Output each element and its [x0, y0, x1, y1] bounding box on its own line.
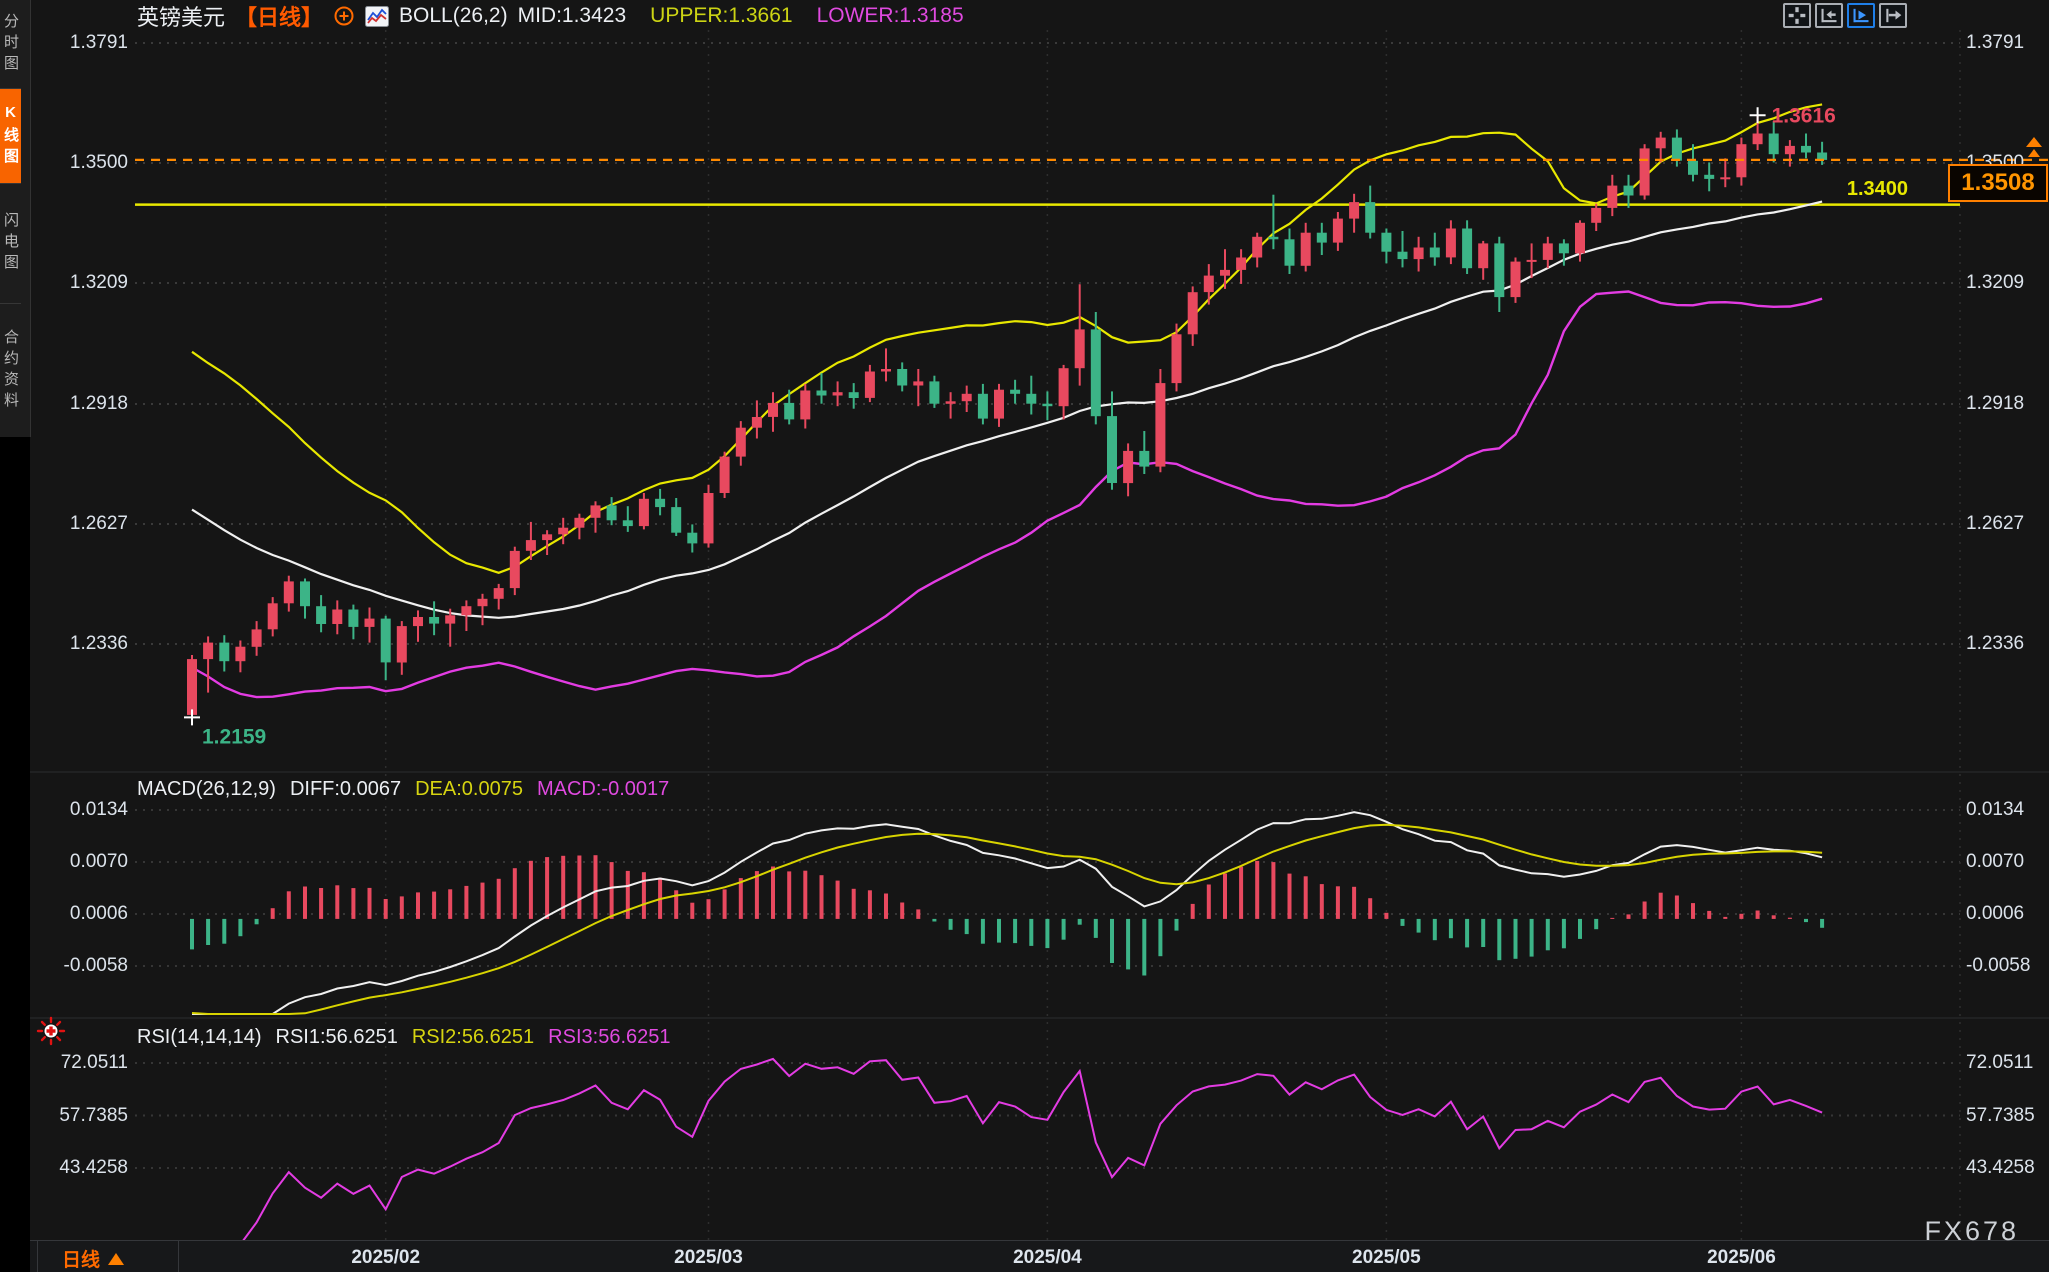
boll-mid-value: MID:1.3423: [517, 4, 627, 27]
price-axis-label: 1.2336: [69, 633, 128, 654]
rsi-axis-label: 43.4258: [59, 1157, 128, 1178]
axis-play-icon: [1851, 7, 1871, 24]
bottom-axis-bar: [30, 1240, 2049, 1272]
boll-indicator-title: BOLL(26,2): [399, 4, 508, 27]
macd-axis-label: -0.0058: [1966, 955, 2031, 976]
rsi-header: RSI(14,14,14) RSI1:56.6251 RSI2:56.6251 …: [137, 1026, 671, 1049]
rsi-axis-label: 72.0511: [1966, 1052, 2034, 1073]
toolbar-button-pan-right[interactable]: [1879, 3, 1907, 28]
price-axis-label: 1.2627: [69, 513, 128, 534]
macd-hist-value: MACD:-0.0017: [536, 778, 670, 800]
rsi-axis-label: 57.7385: [59, 1104, 128, 1126]
sidebar-item-label: 合约资料: [2, 328, 19, 413]
toolbar-button-axis-range[interactable]: [1815, 3, 1843, 28]
macd-diff-value: DIFF:0.0067: [289, 778, 402, 800]
period-dropdown-arrow-icon: [108, 1252, 125, 1265]
date-label: 2025/06: [1707, 1247, 1776, 1268]
rsi1-value: RSI1:56.6251: [275, 1026, 398, 1048]
macd-axis-label: 0.0006: [1966, 903, 2025, 924]
price-axis-label: 1.3500: [69, 152, 128, 173]
price-axis-label: 1.2627: [1966, 513, 2025, 534]
sidebar-item-lightning-chart[interactable]: 闪电图: [0, 184, 21, 304]
divider: [37, 1241, 38, 1272]
date-label: 2025/03: [674, 1247, 743, 1268]
macd-header: MACD(26,12,9) DIFF:0.0067 DEA:0.0075 MAC…: [137, 778, 669, 801]
sidebar-item-time-chart[interactable]: 分时图: [0, 0, 21, 89]
macd-axis-label: 0.0070: [69, 851, 128, 872]
macd-axis-label: -0.0058: [63, 955, 128, 976]
date-label: 2025/04: [1013, 1247, 1082, 1268]
horizontal-line-price-label: 1.3400: [1846, 178, 1908, 200]
price-axis-label: 1.3209: [69, 272, 128, 293]
sidebar-item-label: K线图: [2, 103, 19, 169]
date-label: 2025/02: [351, 1247, 421, 1268]
pan-right-icon: [1883, 7, 1903, 24]
sidebar-item-kline-chart[interactable]: K线图: [0, 89, 21, 184]
crosshair-move-icon: [1787, 7, 1807, 24]
macd-axis-label: 0.0134: [1966, 799, 2025, 820]
sidebar-item-label: 闪电图: [2, 212, 19, 275]
add-indicator-icon[interactable]: [333, 5, 355, 27]
price-pointer-arrows-icon[interactable]: [2024, 136, 2044, 165]
rsi-axis-label: 57.7385: [1966, 1104, 2035, 1126]
price-axis-label: 1.3791: [69, 32, 128, 53]
macd-title: MACD(26,12,9): [137, 778, 276, 800]
sidebar-item-label: 分时图: [2, 12, 19, 76]
macd-dea-value: DEA:0.0075: [415, 778, 523, 800]
macd-axis-label: 0.0070: [1966, 851, 2025, 872]
boll-lower-value: LOWER:1.3185: [816, 4, 964, 27]
date-label: 2025/05: [1352, 1247, 1421, 1268]
sidebar: 分时图 K线图 闪电图 合约资料: [0, 0, 31, 437]
watermark: FX678: [1924, 1216, 2019, 1246]
toolbar: [1783, 3, 1907, 28]
sidebar-item-contract-info[interactable]: 合约资料: [0, 304, 21, 437]
period-label: 日线: [62, 1250, 101, 1271]
svg-text:1.3616: 1.3616: [1772, 104, 1836, 127]
price-axis-label: 1.3791: [1966, 32, 2025, 53]
rsi-axis-label: 72.0511: [60, 1052, 128, 1073]
period-tag: 【日线】: [235, 5, 324, 30]
price-axis-label: 1.3209: [1966, 272, 2025, 293]
toolbar-button-crosshair-move[interactable]: [1783, 3, 1811, 28]
mini-chart-icon[interactable]: [365, 5, 390, 27]
price-axis-label: 1.2918: [1966, 393, 2025, 414]
toolbar-button-axis-play[interactable]: [1847, 3, 1875, 28]
rsi-axis-label: 43.4258: [1966, 1157, 2035, 1178]
symbol-name: 英镑美元: [137, 5, 226, 30]
alert-sun-icon[interactable]: [36, 1016, 66, 1051]
macd-axis-label: 0.0134: [69, 799, 128, 820]
axis-range-icon: [1819, 7, 1839, 24]
macd-axis-label: 0.0006: [69, 903, 128, 924]
last-price-box: 1.3508: [1948, 164, 2048, 202]
price-axis-label: 1.2918: [69, 393, 128, 414]
divider: [178, 1241, 179, 1272]
price-axis-label: 1.2336: [1966, 633, 2025, 654]
rsi3-value: RSI3:56.6251: [548, 1026, 671, 1048]
svg-text:1.2159: 1.2159: [202, 725, 266, 748]
rsi2-value: RSI2:56.6251: [411, 1026, 535, 1048]
period-selector[interactable]: 日线: [62, 1245, 125, 1272]
rsi-title: RSI(14,14,14): [137, 1026, 262, 1048]
boll-upper-value: UPPER:1.3661: [650, 4, 793, 27]
chart-header: 英镑美元 【日线】 BOLL(26,2) MID:1.3423 UPPER:1.…: [137, 2, 964, 30]
sidebar-void: [0, 437, 30, 1272]
